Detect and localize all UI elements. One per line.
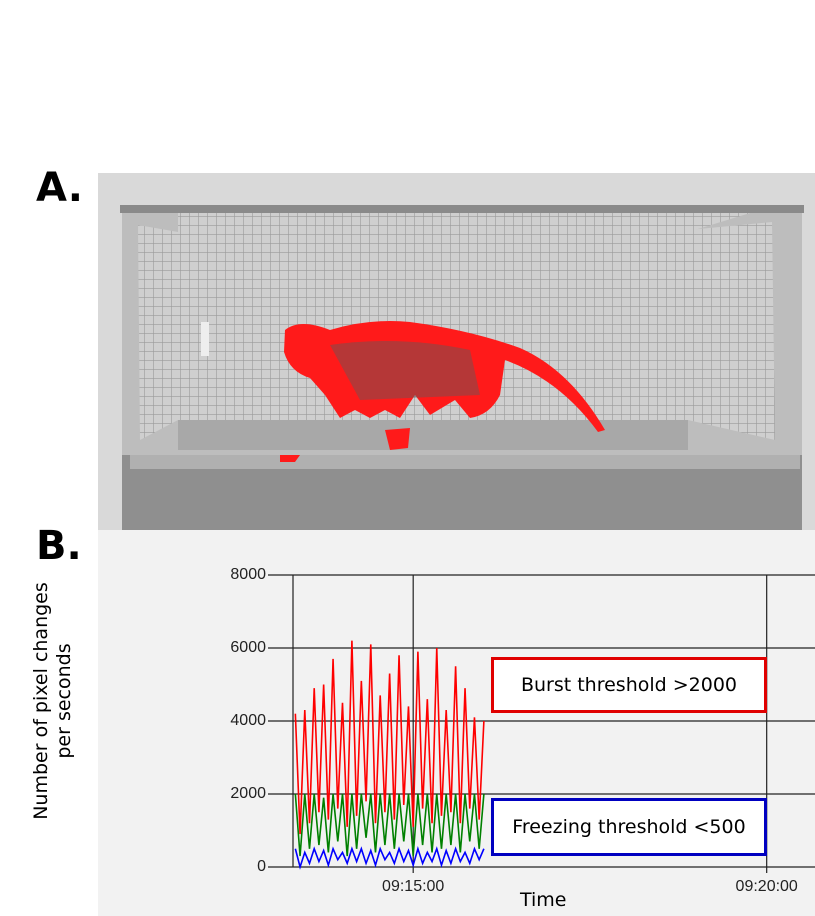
series-line [294,640,485,835]
series-line [294,793,485,857]
x-axis-label: Time [520,889,567,911]
y-tick-label: 2000 [230,785,266,802]
chart: 0 2000 4000 6000 8000 09:15:00 09:20:00 [230,566,815,895]
chart-background [98,530,815,916]
y-axis-label: Number of pixel changes per seconds [30,582,75,820]
annotation: Burst threshold >2000 [491,657,767,713]
y-tick-label: 6000 [230,639,266,656]
x-tick-label: 09:20:00 [736,878,798,895]
cage-photo [98,173,815,530]
y-tick-label: 8000 [230,566,266,583]
x-tick-label: 09:15:00 [382,878,444,895]
panel-label: B. [36,523,82,569]
y-tick-label: 4000 [230,712,266,729]
y-tick-label: 0 [257,858,266,875]
panel-label: A. [36,165,83,211]
series-line [294,846,485,870]
annotation: Freezing threshold <500 [491,798,767,856]
